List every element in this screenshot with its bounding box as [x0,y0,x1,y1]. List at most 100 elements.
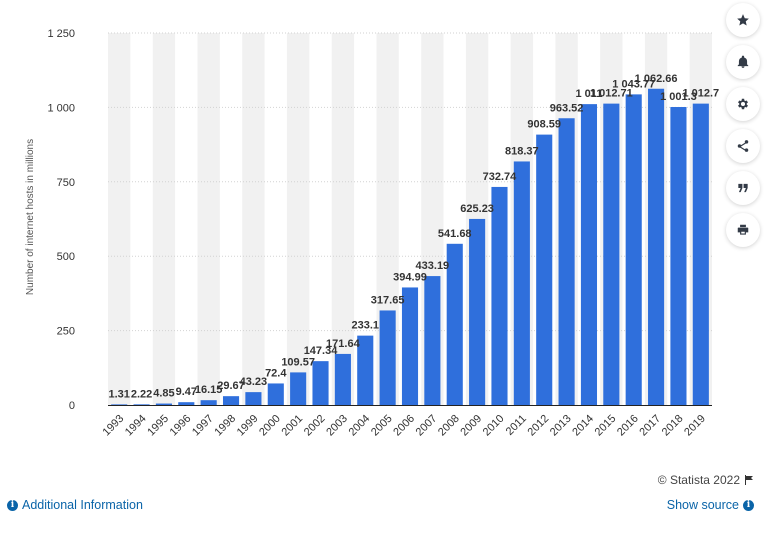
share-button[interactable] [726,129,760,163]
print-icon [737,224,749,235]
x-tick-label: 1995 [145,413,171,439]
gear-icon [738,98,748,110]
chart-toolbar [726,3,762,247]
x-tick-label: 1999 [235,413,261,439]
data-label: 1 001.3 [660,91,697,103]
data-label: 394.99 [393,271,427,283]
share-icon [737,140,749,152]
chart-band [331,33,355,405]
chart-data-labels: 1.31 2.22 4.85 9.4716.1529.6743.2372.4109.5… [108,73,719,401]
data-label: 171.64 [326,338,361,350]
print-button[interactable] [726,213,760,247]
y-tick-label: 250 [57,326,75,338]
data-label: 818.37 [505,145,539,157]
x-tick-label: 2001 [279,413,305,439]
data-label: 72.4 [265,367,287,379]
x-tick-label: 2012 [526,413,552,439]
y-tick-label: 500 [57,251,75,263]
quote-icon [738,183,748,193]
y-tick-label: 1 250 [47,28,75,40]
y-tick-label: 0 [69,400,75,412]
bar [513,161,530,405]
bar [133,404,150,405]
data-label: 233.1 [351,320,379,332]
bar [178,402,195,405]
additional-information-link[interactable]: i Additional Information [7,498,143,512]
bar [222,396,240,405]
x-tick-label: 1997 [190,413,216,439]
x-tick-label: 2017 [637,413,663,439]
data-label: 9.47 [176,386,197,398]
data-label: 433.19 [416,260,450,272]
bar [446,243,463,405]
bar [625,94,642,405]
x-tick-label: 2005 [369,413,395,439]
x-tick-label: 2011 [504,413,529,438]
info-icon: i [743,499,754,511]
copyright-text: © Statista 2022 [657,473,740,487]
bar [334,353,351,405]
bar [536,134,553,405]
star-icon [737,14,749,26]
data-label: 4.85 [153,388,174,400]
data-label: 1 043.77 [612,78,655,90]
x-tick-label: 2003 [324,413,350,439]
cite-button[interactable] [726,171,760,205]
bar [491,186,508,405]
data-label: 1 012.7 [682,88,719,100]
flag-icon [745,475,753,485]
data-label: 317.65 [371,294,405,306]
copyright-notice: © Statista 2022 [658,473,754,487]
y-axis-title: Number of internet hosts in millions [25,139,36,295]
bar [111,404,128,405]
chart-band [152,33,176,405]
chart-band [197,33,220,405]
chart-bars [111,88,709,406]
settings-button[interactable] [726,87,760,121]
notification-button[interactable] [726,45,760,79]
bar [401,287,419,405]
x-tick-label: 1994 [123,413,149,439]
data-label: 29.67 [217,380,245,392]
bar [692,103,709,405]
chart-band [286,33,310,405]
data-label: 908.59 [527,119,561,131]
bar [558,118,575,406]
x-axis-ticks: 1993199419951996199719981999200020012002… [101,413,708,439]
favorite-button[interactable] [726,3,760,37]
bar [267,383,284,405]
data-label: 1 011 [576,88,603,100]
x-tick-label: 2004 [347,413,373,439]
data-label: 109.57 [281,356,315,368]
x-tick-label: 2016 [615,413,641,439]
x-tick-label: 2015 [593,413,619,439]
bar [469,218,486,405]
data-label: 541.68 [438,228,472,240]
data-label: 147.34 [304,345,339,357]
data-label: 963.52 [550,102,584,114]
data-label: 732.74 [483,171,518,183]
bar [155,403,172,405]
x-tick-label: 2013 [548,413,574,439]
bar [312,361,329,405]
bar [670,107,687,405]
x-tick-label: 2002 [302,413,328,439]
data-label: 2.22 [131,388,152,400]
x-tick-label: 2007 [414,413,440,439]
bar [648,88,665,405]
y-axis-ticks: 0 250 500 750 1 000 1 250 [47,28,75,412]
y-tick-label: 1 000 [47,102,75,114]
bar [580,104,598,405]
data-label: 625.23 [460,203,494,215]
bar [357,335,374,405]
chart-band [242,33,265,405]
bar [200,400,217,405]
x-tick-label: 2009 [458,413,484,439]
data-label: 43.23 [240,376,268,388]
show-source-link[interactable]: Show source i [667,498,754,512]
x-tick-label: 2006 [391,413,417,439]
data-label: 1.31 [108,388,129,400]
bar [603,103,620,406]
bar [290,372,307,405]
